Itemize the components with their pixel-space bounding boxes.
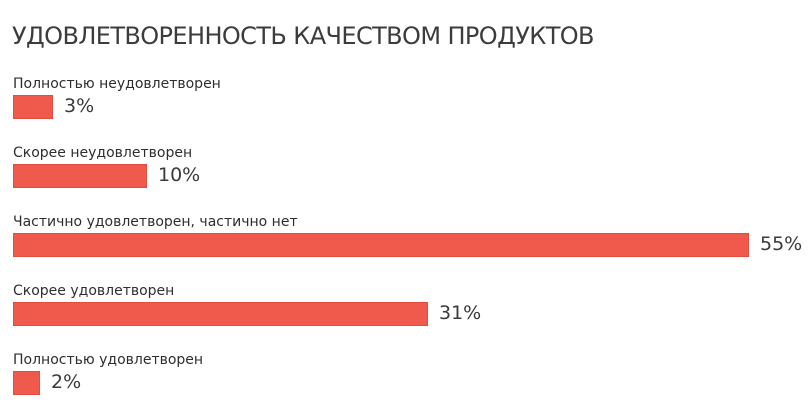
bar xyxy=(13,95,53,119)
category-label: Полностью неудовлетворен xyxy=(13,76,221,92)
value-label: 3% xyxy=(64,95,95,117)
category-label: Полностью удовлетворен xyxy=(13,352,204,368)
value-label: 55% xyxy=(760,233,803,255)
chart-title: УДОВЛЕТВОРЕННОСТЬ КАЧЕСТВОМ ПРОДУКТОВ xyxy=(12,22,595,50)
value-label: 10% xyxy=(158,164,201,186)
category-label: Скорее удовлетворен xyxy=(13,283,175,299)
value-label: 2% xyxy=(51,371,82,393)
bar xyxy=(13,164,147,188)
bar xyxy=(13,371,40,395)
category-label: Скорее неудовлетворен xyxy=(13,145,193,161)
category-label: Частично удовлетворен, частично нет xyxy=(13,214,298,230)
bar xyxy=(13,302,428,326)
bar xyxy=(13,233,749,257)
value-label: 31% xyxy=(439,302,482,324)
